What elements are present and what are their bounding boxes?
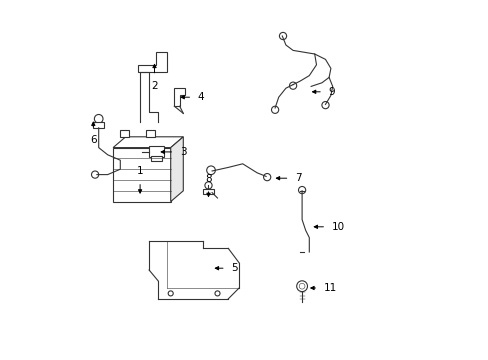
- Bar: [120, 130, 129, 137]
- Polygon shape: [174, 88, 185, 106]
- Text: 1: 1: [137, 166, 143, 176]
- Text: 11: 11: [323, 283, 336, 293]
- Text: 10: 10: [331, 222, 344, 232]
- Text: 6: 6: [90, 135, 97, 145]
- Text: 5: 5: [231, 263, 237, 273]
- Polygon shape: [203, 189, 213, 194]
- Polygon shape: [170, 137, 183, 202]
- Text: 3: 3: [179, 147, 186, 157]
- Bar: [149, 146, 164, 157]
- Bar: [151, 156, 162, 161]
- Bar: [113, 148, 170, 202]
- Text: 7: 7: [294, 173, 301, 183]
- Text: 4: 4: [197, 92, 204, 102]
- Polygon shape: [113, 137, 183, 148]
- Bar: [145, 130, 154, 137]
- Text: 2: 2: [151, 81, 158, 91]
- Polygon shape: [93, 122, 104, 128]
- Polygon shape: [138, 52, 167, 72]
- Text: 8: 8: [205, 174, 211, 184]
- Text: 9: 9: [328, 87, 334, 97]
